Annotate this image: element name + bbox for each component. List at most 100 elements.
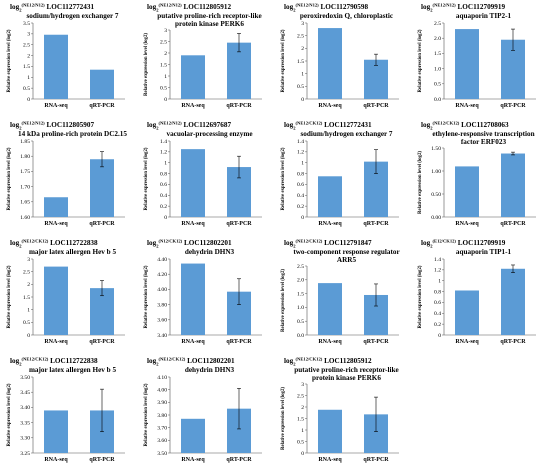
y-tick-label: 1.5 <box>160 62 167 68</box>
y-tick-label: 0.8 <box>297 171 304 177</box>
y-tick-label: 1.50 <box>431 146 441 152</box>
chart-subtitle: dehydrin DHN3 <box>185 366 235 374</box>
y-tick-label: 3 <box>301 382 304 388</box>
y-tick-label: 0.0 <box>297 333 304 339</box>
y-tick-label: 0.00 <box>431 215 441 221</box>
bar-rna-seq <box>455 29 479 99</box>
chart-title: log2(NE12/N12) LOC112790598 <box>284 3 368 13</box>
x-tick-label: qRT-PCR <box>363 221 389 227</box>
y-tick-label: 2.5 <box>160 39 167 45</box>
y-tick-label: 1.0 <box>434 66 441 72</box>
y-tick-label: 0.6 <box>434 300 441 306</box>
chart-title: log2(NE12/CK12) LOC112802201 <box>147 357 235 367</box>
x-tick-label: RNA-seq <box>455 221 479 227</box>
y-axis-label: Relative expression level (log2) <box>144 265 149 328</box>
y-tick-label: 0.4 <box>434 311 441 317</box>
chart-subtitle: ethylene-responsive transcription <box>432 130 534 138</box>
y-tick-label: 3.30 <box>20 436 30 442</box>
y-tick-label: 1.5 <box>297 291 304 297</box>
y-axis-label: Relative expression level (log2) <box>418 265 423 328</box>
y-tick-label: 3.25 <box>20 451 30 457</box>
x-tick-label: qRT-PCR <box>89 221 115 227</box>
chart-title: log2(NE12/N12) LOC112805912 <box>147 3 231 13</box>
x-tick-label: RNA-seq <box>44 103 68 109</box>
y-tick-label: 3.50 <box>20 375 30 381</box>
y-tick-label: 1.5 <box>23 295 30 301</box>
y-axis-label: Relative expression level (log2) <box>7 383 12 446</box>
bar-rna-seq <box>318 409 342 453</box>
x-tick-label: RNA-seq <box>181 339 205 345</box>
chart-panel: log2(NE12/CK12) LOC112708063ethylene-res… <box>418 121 536 227</box>
x-tick-label: qRT-PCR <box>226 103 252 109</box>
bar-rna-seq <box>44 197 68 217</box>
y-tick-label: 3.90 <box>157 400 167 406</box>
y-tick-label: 3.80 <box>157 302 167 308</box>
y-tick-label: 0 <box>438 333 441 339</box>
y-tick-label: 3 <box>301 21 304 27</box>
x-tick-label: qRT-PCR <box>226 457 252 463</box>
y-tick-label: 1 <box>301 428 304 434</box>
y-tick-label: 1.5 <box>297 416 304 422</box>
y-tick-label: 0.5 <box>297 84 304 90</box>
y-tick-label: 0.5 <box>23 86 30 92</box>
x-tick-label: RNA-seq <box>455 339 479 345</box>
x-tick-label: qRT-PCR <box>226 339 252 345</box>
y-tick-label: 4.40 <box>157 257 167 263</box>
x-tick-label: RNA-seq <box>44 339 68 345</box>
bar-rna-seq <box>455 166 479 217</box>
y-tick-label: 1 <box>164 74 167 80</box>
x-tick-label: qRT-PCR <box>500 339 526 345</box>
chart-title: log2(NE12/CK12) LOC112772431 <box>284 121 372 131</box>
x-tick-label: RNA-seq <box>318 221 342 227</box>
y-axis-label: Relative expression level (log2) <box>144 33 149 96</box>
y-tick-label: 1 <box>438 279 441 285</box>
y-tick-label: 1.4 <box>434 257 441 263</box>
chart-title: log2(NE12/N12) LOC112697687 <box>147 121 231 131</box>
chart-panel: log2(NE12/N12) LOC112790598peroxiredoxin… <box>281 3 399 109</box>
y-tick-label: 1.2 <box>160 150 167 156</box>
y-tick-label: 3.40 <box>20 405 30 411</box>
chart-panel: log2(NE12/CK12) LOC112791847two-componen… <box>281 239 400 346</box>
x-tick-label: RNA-seq <box>44 457 68 463</box>
y-tick-label: 0 <box>301 97 304 103</box>
y-tick-label: 3.80 <box>157 413 167 419</box>
y-tick-label: 1.4 <box>160 139 167 145</box>
y-tick-label: 3 <box>27 257 30 263</box>
y-tick-label: 2 <box>301 405 304 411</box>
chart-subtitle: putative proline-rich receptor-like <box>157 12 261 20</box>
y-tick-label: 1.2 <box>297 150 304 156</box>
y-tick-label: 0.8 <box>160 171 167 177</box>
x-tick-label: RNA-seq <box>181 457 205 463</box>
y-tick-label: 0 <box>164 215 167 221</box>
y-tick-label: 2.5 <box>297 393 304 399</box>
bar-rna-seq <box>44 266 68 335</box>
bar-rna-seq <box>181 418 205 453</box>
y-axis-label: Relative expression level (log2) <box>7 265 12 328</box>
bar-rna-seq <box>44 34 68 99</box>
y-tick-label: 2.5 <box>297 264 304 270</box>
y-tick-label: 0.6 <box>297 182 304 188</box>
bar-rna-seq <box>181 55 205 99</box>
chart-subtitle: protein kinase PERK6 <box>175 20 244 28</box>
y-axis-label: Relative expression level (log2) <box>7 147 12 210</box>
chart-subtitle: 14 kDa proline-rich protein DC2.15 <box>18 130 127 138</box>
y-tick-label: 1 <box>164 161 167 167</box>
y-axis-label: Relative expression level (log2) <box>281 269 286 332</box>
chart-title: log2(NE12/N12) LOC112709919 <box>421 3 505 13</box>
y-tick-label: 0 <box>27 333 30 339</box>
bar-rna-seq <box>181 149 205 217</box>
y-tick-label: 3.45 <box>20 390 30 396</box>
bar-qrt-pcr <box>364 59 388 99</box>
x-tick-label: qRT-PCR <box>89 103 115 109</box>
y-tick-label: 0.50 <box>431 192 441 198</box>
y-axis-label: Relative expression level (log2) <box>281 147 286 210</box>
x-tick-label: RNA-seq <box>318 457 342 463</box>
y-tick-label: 1.65 <box>20 200 30 206</box>
x-tick-label: RNA-seq <box>181 103 205 109</box>
y-tick-label: 0.8 <box>434 289 441 295</box>
x-tick-label: qRT-PCR <box>363 339 389 345</box>
chart-title: log2(NE12/N12) LOC112772431 <box>10 3 94 13</box>
